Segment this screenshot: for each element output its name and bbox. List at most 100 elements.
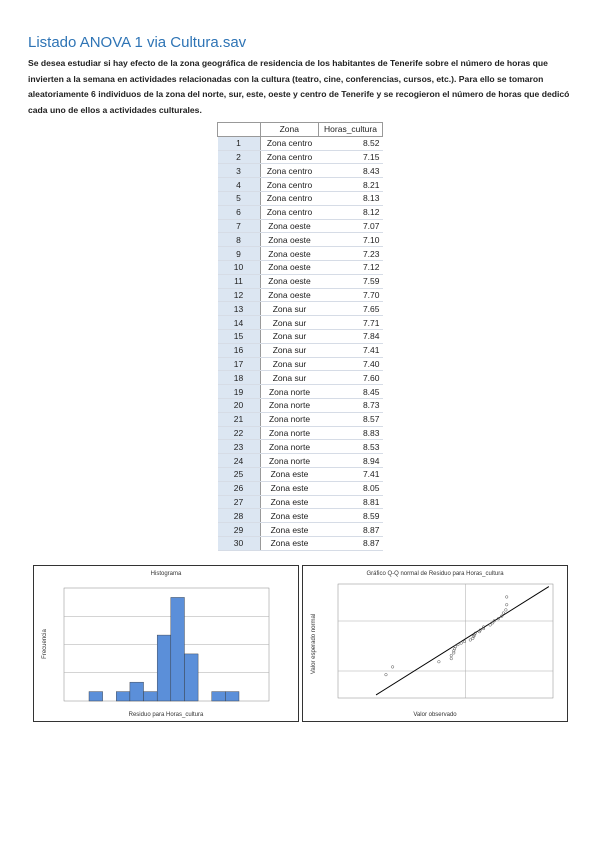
table-cell: Zona oeste bbox=[260, 232, 319, 248]
table-cell: Zona centro bbox=[260, 163, 319, 179]
column-header: Horas_cultura bbox=[318, 122, 383, 137]
table-row: 8 Zona oeste 7.10 bbox=[217, 232, 383, 248]
table-cell: 8.87 bbox=[318, 536, 383, 551]
table-row: 30 Zona este 8.87 bbox=[217, 536, 383, 551]
bar bbox=[143, 691, 158, 702]
table-cell: 20 bbox=[217, 398, 261, 413]
table-cell: 8.59 bbox=[318, 508, 383, 524]
bar bbox=[88, 691, 103, 702]
table-cell: 7.41 bbox=[318, 343, 383, 358]
chart-title: Gráfico Q-Q normal de Residuo para Horas… bbox=[366, 571, 504, 577]
table-row: 3 Zona centro 8.43 bbox=[217, 163, 383, 179]
qq-point bbox=[501, 611, 505, 615]
bar bbox=[170, 597, 185, 702]
table-cell: Zona centro bbox=[260, 191, 319, 206]
table-cell: Zona este bbox=[260, 467, 319, 482]
table-cell: 8.43 bbox=[318, 163, 383, 179]
table-row: 29 Zona este 8.87 bbox=[217, 522, 383, 537]
table-cell: 8.57 bbox=[318, 412, 383, 427]
table-row: 6 Zona centro 8.12 bbox=[217, 205, 383, 220]
table-row: 26 Zona este 8.05 bbox=[217, 481, 383, 496]
table-cell: 5 bbox=[217, 191, 261, 206]
qq-point bbox=[473, 631, 477, 635]
qq-point bbox=[384, 673, 388, 677]
qq-plot: Gráfico Q-Q normal de Residuo para Horas… bbox=[302, 565, 568, 722]
table-cell: Zona norte bbox=[260, 384, 319, 399]
x-axis-label: Valor observado bbox=[413, 712, 457, 718]
qq-point bbox=[504, 608, 508, 612]
table-cell: 7.71 bbox=[318, 315, 383, 330]
qq-point bbox=[449, 657, 453, 661]
table-cell: Zona oeste bbox=[260, 219, 319, 234]
table-row: 18 Zona sur 7.60 bbox=[217, 370, 383, 386]
table-cell: 8.73 bbox=[318, 398, 383, 413]
table-row: 10 Zona oeste 7.12 bbox=[217, 260, 383, 275]
table-cell: Zona sur bbox=[260, 301, 319, 317]
table-cell: 2 bbox=[217, 150, 261, 165]
chart-title: Histograma bbox=[151, 571, 182, 577]
table-cell: Zona este bbox=[260, 495, 319, 510]
qq-point bbox=[452, 651, 456, 655]
qq-point bbox=[491, 621, 495, 625]
table-row: 28 Zona este 8.59 bbox=[217, 508, 383, 524]
table-cell: Zona centro bbox=[260, 205, 319, 220]
table-row: 22 Zona norte 8.83 bbox=[217, 426, 383, 441]
table-cell: Zona norte bbox=[260, 412, 319, 427]
table-cell: Zona este bbox=[260, 536, 319, 551]
table-cell: 8.13 bbox=[318, 191, 383, 206]
plot-area bbox=[337, 583, 554, 699]
table-cell: 7.10 bbox=[318, 232, 383, 248]
corner bbox=[217, 122, 261, 137]
qq-point bbox=[459, 641, 463, 645]
table-row: 16 Zona sur 7.41 bbox=[217, 343, 383, 358]
table-cell: 12 bbox=[217, 288, 261, 303]
table-cell: 23 bbox=[217, 439, 261, 455]
table-row: 1 Zona centro 8.52 bbox=[217, 136, 383, 151]
table-cell: 21 bbox=[217, 412, 261, 427]
table-cell: Zona norte bbox=[260, 426, 319, 441]
table-cell: Zona norte bbox=[260, 453, 319, 468]
table-row: 7 Zona oeste 7.07 bbox=[217, 219, 383, 234]
table-cell: 14 bbox=[217, 315, 261, 330]
table-cell: Zona oeste bbox=[260, 274, 319, 289]
table-row: 14 Zona sur 7.71 bbox=[217, 315, 383, 330]
table-row: 21 Zona norte 8.57 bbox=[217, 412, 383, 427]
table-cell: 8.45 bbox=[318, 384, 383, 399]
table-cell: 8.21 bbox=[318, 177, 383, 192]
table-cell: 28 bbox=[217, 508, 261, 524]
table-cell: 16 bbox=[217, 343, 261, 358]
table-cell: Zona sur bbox=[260, 357, 319, 372]
title: Listado ANOVA 1 via Cultura.sav bbox=[28, 34, 247, 51]
qq-point bbox=[437, 660, 441, 664]
table-cell: Zona sur bbox=[260, 329, 319, 344]
table-cell: 29 bbox=[217, 522, 261, 537]
table-cell: 8.52 bbox=[318, 136, 383, 151]
table-cell: 18 bbox=[217, 370, 261, 386]
table-cell: 8.87 bbox=[318, 522, 383, 537]
table-cell: Zona centro bbox=[260, 136, 319, 151]
table-row: 20 Zona norte 8.73 bbox=[217, 398, 383, 413]
table-cell: 7.15 bbox=[318, 150, 383, 165]
table-cell: Zona sur bbox=[260, 370, 319, 386]
bar bbox=[129, 681, 144, 702]
table-cell: 8.53 bbox=[318, 439, 383, 455]
qq-point bbox=[505, 603, 509, 607]
table-cell: 25 bbox=[217, 467, 261, 482]
table-cell: 24 bbox=[217, 453, 261, 468]
table-cell: 8.12 bbox=[318, 205, 383, 220]
table-row: 25 Zona este 7.41 bbox=[217, 467, 383, 482]
table-cell: 7.59 bbox=[318, 274, 383, 289]
table-cell: 27 bbox=[217, 495, 261, 510]
qq-point bbox=[462, 639, 467, 644]
table-cell: 13 bbox=[217, 301, 261, 317]
table-cell: 11 bbox=[217, 274, 261, 289]
reference-line bbox=[375, 586, 550, 696]
table-row: 9 Zona oeste 7.23 bbox=[217, 246, 383, 261]
table-cell: 6 bbox=[217, 205, 261, 220]
table-cell: 7.12 bbox=[318, 260, 383, 275]
qq-point bbox=[477, 630, 481, 634]
qq-point bbox=[481, 627, 486, 631]
table-cell: 30 bbox=[217, 536, 261, 551]
y-axis-label: Frecuencia bbox=[42, 629, 48, 659]
table-cell: 3 bbox=[217, 163, 261, 179]
